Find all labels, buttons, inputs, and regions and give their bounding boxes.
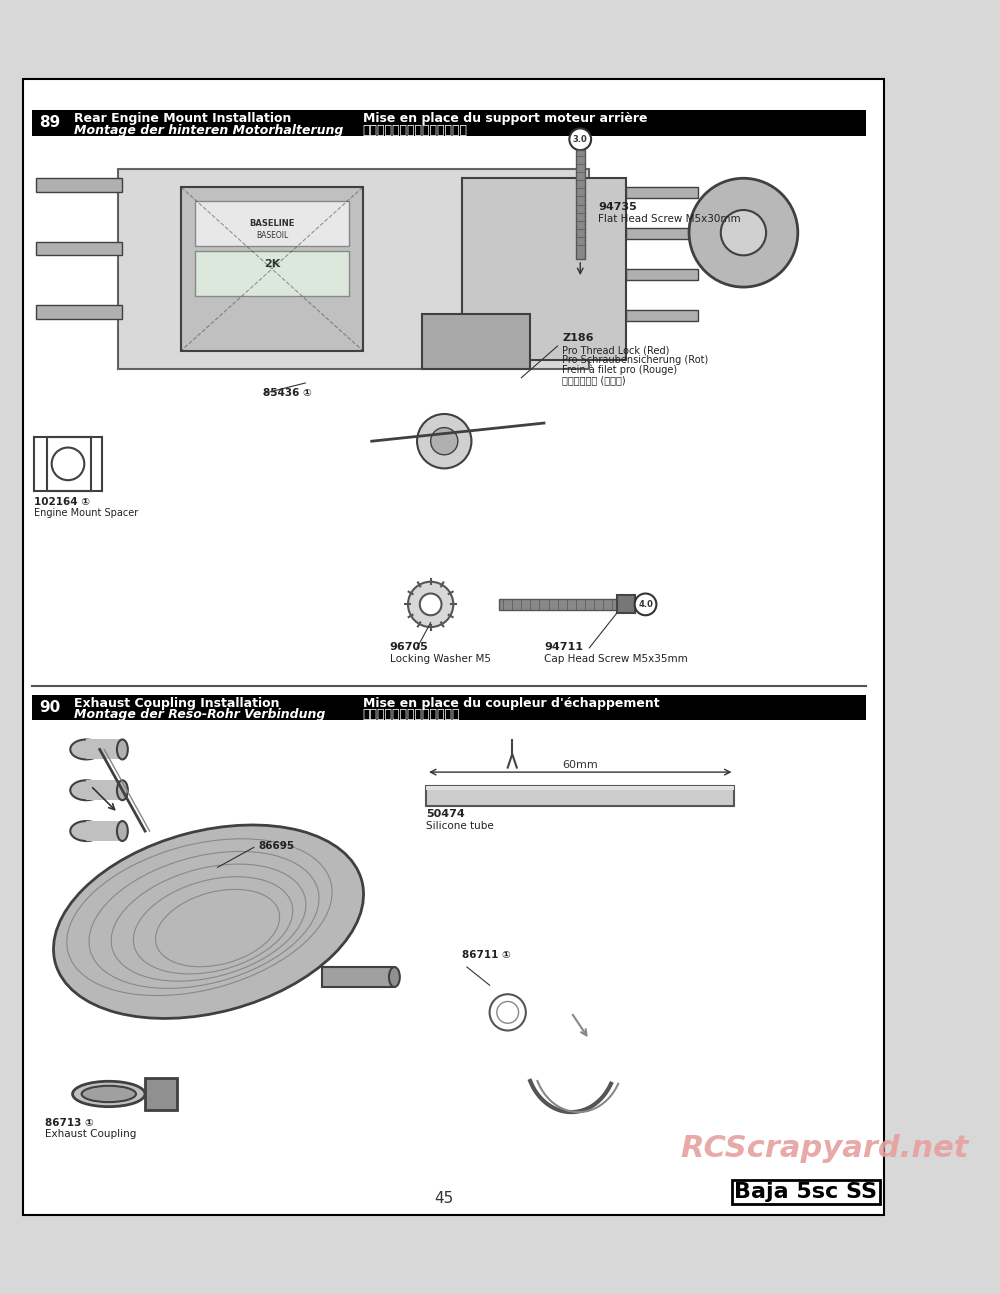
Bar	[426, 785, 734, 806]
Bar	[626, 188, 698, 198]
Ellipse shape	[117, 822, 128, 841]
Text: 94711: 94711	[544, 642, 583, 652]
Circle shape	[408, 582, 453, 628]
Bar	[422, 314, 530, 369]
Text: 102164 ①: 102164 ①	[34, 497, 90, 507]
Text: 86711 ①: 86711 ①	[462, 950, 511, 960]
Text: Rear Engine Mount Installation: Rear Engine Mount Installation	[74, 113, 292, 126]
Bar	[34, 436, 102, 490]
Ellipse shape	[70, 739, 102, 760]
Text: Montage der hinteren Motorhalterung: Montage der hinteren Motorhalterung	[74, 124, 344, 137]
Circle shape	[635, 594, 656, 615]
Bar	[462, 179, 626, 360]
Ellipse shape	[70, 780, 102, 800]
Text: 96705: 96705	[390, 642, 429, 652]
Text: 85436 ①: 85436 ①	[263, 388, 312, 397]
Circle shape	[569, 128, 591, 150]
Polygon shape	[32, 695, 50, 721]
Bar	[426, 785, 734, 791]
Bar	[617, 595, 635, 613]
Text: Locking Washer M5: Locking Washer M5	[390, 653, 491, 664]
Text: 86695: 86695	[258, 841, 295, 851]
Text: Engine Mount Spacer: Engine Mount Spacer	[34, 509, 139, 519]
Text: 90: 90	[39, 700, 60, 716]
Bar	[576, 150, 585, 259]
Bar	[32, 110, 866, 136]
Bar	[145, 1078, 177, 1110]
Text: 2K: 2K	[264, 259, 280, 269]
Circle shape	[417, 414, 471, 468]
Bar	[86, 780, 122, 800]
Bar	[181, 188, 363, 351]
Bar	[118, 170, 589, 369]
Text: 3.0: 3.0	[573, 135, 588, 144]
Text: 50474: 50474	[426, 810, 465, 819]
Text: 94735: 94735	[598, 202, 637, 212]
Circle shape	[420, 594, 442, 615]
Ellipse shape	[53, 826, 364, 1018]
Bar	[36, 179, 122, 192]
Ellipse shape	[117, 780, 128, 800]
Text: Pro Schraubensicherung (Rot): Pro Schraubensicherung (Rot)	[562, 356, 708, 365]
Text: 4.0: 4.0	[638, 600, 653, 609]
Text: 89: 89	[39, 115, 60, 131]
Bar	[626, 228, 698, 239]
Text: Baja 5sc SS: Baja 5sc SS	[734, 1183, 877, 1202]
Ellipse shape	[82, 1086, 136, 1102]
Text: リアエンジンマウントの取付け: リアエンジンマウントの取付け	[363, 124, 468, 137]
Bar	[626, 269, 698, 280]
Ellipse shape	[70, 822, 102, 841]
Text: Mise en place du support moteur arrière: Mise en place du support moteur arrière	[363, 113, 647, 126]
Text: BASEOIL: BASEOIL	[256, 230, 288, 239]
Ellipse shape	[117, 739, 128, 760]
Bar	[626, 309, 698, 321]
Text: Mise en place du coupleur d'échappement: Mise en place du coupleur d'échappement	[363, 696, 659, 709]
Circle shape	[431, 427, 458, 454]
Bar	[322, 967, 394, 987]
Text: RCScrapyard.net: RCScrapyard.net	[680, 1135, 968, 1163]
Bar	[86, 739, 122, 760]
Circle shape	[689, 179, 798, 287]
Text: Frein à filet pro (Rouge): Frein à filet pro (Rouge)	[562, 365, 677, 375]
Text: 60mm: 60mm	[562, 760, 598, 770]
Text: BASELINE: BASELINE	[249, 219, 295, 228]
Ellipse shape	[73, 1082, 145, 1106]
Bar	[32, 110, 68, 136]
Bar	[195, 251, 349, 296]
Bar	[36, 305, 122, 318]
Text: Z186: Z186	[562, 334, 594, 343]
Text: マフラージョイントの取付け: マフラージョイントの取付け	[363, 709, 460, 722]
Circle shape	[52, 448, 84, 480]
Circle shape	[721, 210, 766, 255]
Bar	[47, 436, 91, 490]
Text: Pro Thread Lock (Red): Pro Thread Lock (Red)	[562, 345, 669, 356]
Bar	[195, 201, 349, 246]
Bar	[32, 695, 866, 721]
Text: Exhaust Coupling: Exhaust Coupling	[45, 1130, 137, 1140]
Bar	[499, 599, 617, 609]
Text: Flat Head Screw M5x30mm: Flat Head Screw M5x30mm	[598, 214, 741, 224]
Bar	[32, 695, 68, 721]
Text: 45: 45	[435, 1190, 454, 1206]
Text: ネジロック剤 (レッド): ネジロック剤 (レッド)	[562, 375, 626, 386]
Ellipse shape	[389, 967, 400, 987]
Text: Montage der Reso-Rohr Verbindung: Montage der Reso-Rohr Verbindung	[74, 709, 326, 722]
Text: Silicone tube: Silicone tube	[426, 822, 494, 831]
Text: Cap Head Screw M5x35mm: Cap Head Screw M5x35mm	[544, 653, 688, 664]
Polygon shape	[32, 110, 50, 136]
Text: 86713 ①: 86713 ①	[45, 1118, 94, 1127]
Bar	[36, 242, 122, 255]
Text: Exhaust Coupling Installation: Exhaust Coupling Installation	[74, 696, 280, 709]
Bar	[86, 822, 122, 841]
